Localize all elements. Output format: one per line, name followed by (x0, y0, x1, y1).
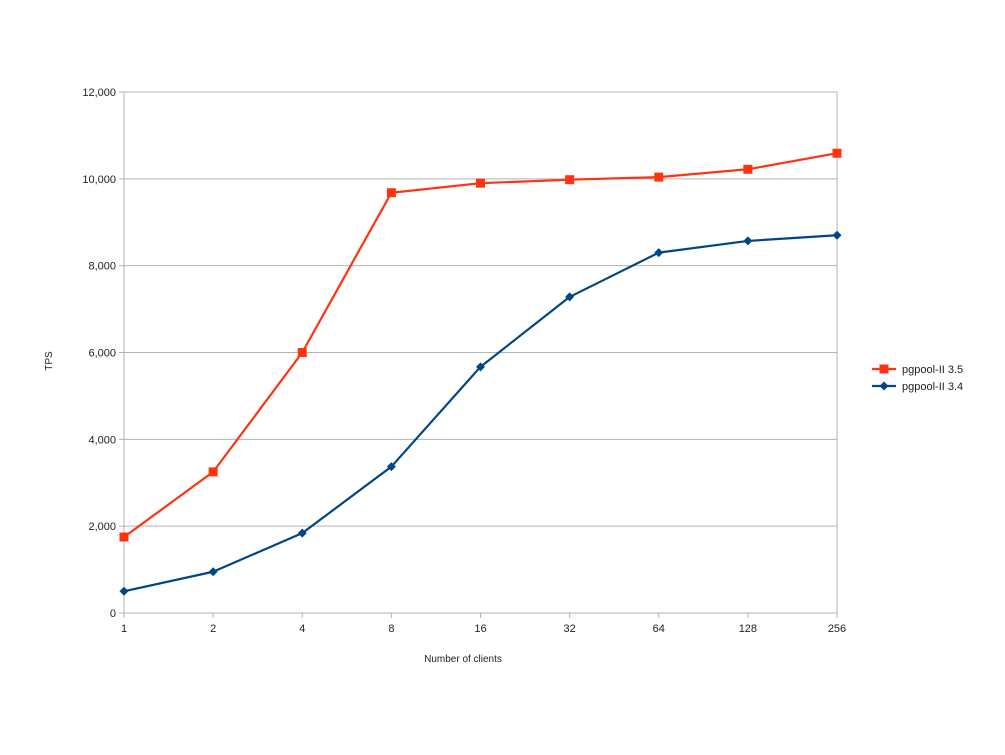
data-point (297, 348, 307, 357)
x-tick-label: 32 (564, 623, 576, 635)
axes: 0 2,000 4,000 6,000 8,000 10,000 12,000 1 2 4 8 16 3… (82, 87, 846, 635)
gridlines (124, 91, 837, 527)
x-tick-label: 64 (653, 623, 665, 635)
data-point (297, 528, 307, 538)
x-tick-label: 128 (739, 623, 757, 635)
data-point (208, 467, 218, 477)
data-point (832, 230, 842, 240)
data-point (743, 236, 753, 246)
y-tick-label: 8,000 (88, 261, 116, 273)
x-tick-label: 2 (210, 623, 216, 635)
x-tick-label: 256 (828, 623, 846, 635)
data-point (743, 164, 753, 174)
data-point (565, 175, 575, 185)
legend-item-1: pgpool-II 3.5 (872, 364, 963, 376)
series-2 (119, 230, 842, 596)
data-point (119, 586, 129, 596)
x-axis-title: Number of clients (424, 654, 502, 665)
data-point (119, 532, 129, 542)
x-tick-label: 8 (388, 623, 394, 635)
y-tick-label: 4,000 (88, 434, 116, 446)
data-point (386, 188, 396, 198)
series-line (123, 234, 838, 593)
legend-label: pgpool-II 3.4 (902, 381, 963, 393)
legend-marker (879, 364, 889, 374)
x-tick-label: 16 (474, 623, 486, 635)
data-point (476, 178, 485, 188)
y-tick-label: 2,000 (88, 521, 116, 533)
legend-marker (879, 381, 889, 391)
legend: pgpool-II 3.5 pgpool-II 3.4 (872, 364, 963, 393)
y-tick-label: 0 (110, 608, 116, 620)
series-1 (119, 148, 842, 542)
series-line (123, 152, 838, 538)
y-tick-label: 10,000 (82, 174, 116, 186)
y-tick-label: 12,000 (82, 87, 116, 99)
x-tick-label: 4 (299, 623, 305, 635)
series-lines (119, 148, 842, 596)
legend-label: pgpool-II 3.5 (902, 364, 963, 376)
data-point (386, 462, 396, 472)
x-tick-label: 1 (121, 623, 127, 635)
legend-item-2: pgpool-II 3.4 (872, 381, 963, 393)
data-point (654, 172, 664, 182)
y-axis-title: TPS (44, 351, 55, 371)
data-point (654, 248, 664, 258)
data-point (476, 362, 485, 372)
y-tick-label: 6,000 (88, 348, 116, 360)
data-point (565, 292, 575, 302)
data-point (832, 148, 842, 158)
data-point (208, 567, 218, 577)
